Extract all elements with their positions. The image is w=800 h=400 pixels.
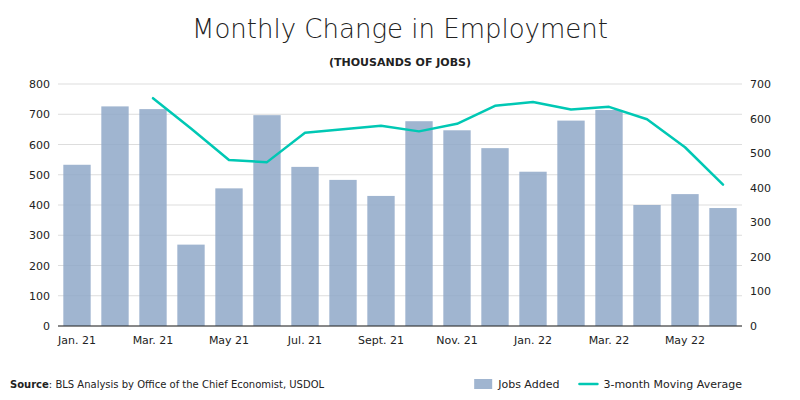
legend-label: Jobs Added [497, 378, 559, 391]
bar [63, 165, 90, 326]
x-tick-label: Jan. 21 [57, 334, 96, 347]
y-tick-label: 0 [43, 320, 50, 333]
y-tick-label: 800 [29, 78, 50, 91]
bar [481, 148, 508, 326]
legend-swatch [579, 383, 597, 386]
chart-container: Monthly Change in Employment (THOUSANDS O… [0, 0, 800, 400]
source-part: : BLS Analysis by Office of the Chief Ec… [49, 379, 325, 390]
y-tick-label: 500 [29, 169, 50, 182]
bar [139, 109, 166, 326]
bar [101, 106, 128, 326]
legend-item: Jobs Added [474, 378, 559, 391]
bar [519, 172, 546, 326]
baseline [58, 326, 742, 327]
axes: 0 100 200 300 400 500 600 700 800 0 100 200 300 400 50… [29, 78, 771, 347]
y2-tick-label: 200 [750, 251, 771, 264]
x-tick-label: Jan. 22 [513, 334, 552, 347]
y2-tick-label: 500 [750, 147, 771, 160]
bar [595, 110, 622, 326]
title: Monthly Change in Employment [192, 14, 608, 44]
y-tick-label: 100 [29, 290, 50, 303]
x-tick-label: Mar. 22 [589, 334, 630, 347]
chart-svg: Monthly Change in Employment (THOUSANDS O… [0, 0, 800, 400]
source: Source: BLS Analysis by Office of the Ch… [10, 379, 325, 390]
line [153, 98, 723, 184]
y2-tick-label: 700 [750, 78, 771, 91]
y-tick-label: 700 [29, 108, 50, 121]
y-tick-label: 600 [29, 139, 50, 152]
legend-swatch [474, 379, 492, 389]
legend-label: 3-month Moving Average [603, 378, 742, 391]
x-tick-label: Mar. 21 [133, 334, 174, 347]
bar [253, 115, 280, 326]
y2-tick-label: 0 [750, 320, 757, 333]
legend: Jobs Added 3-month Moving Average [474, 378, 742, 391]
bar [367, 196, 394, 326]
grid [58, 84, 742, 326]
grid-line [58, 326, 742, 327]
bar [671, 194, 698, 326]
bar [633, 205, 660, 326]
y-tick-label: 200 [29, 260, 50, 273]
y2-tick-label: 100 [750, 285, 771, 298]
marks [63, 98, 736, 326]
x-tick-label: Sept. 21 [358, 334, 404, 347]
y-tick-label: 300 [29, 229, 50, 242]
x-tick-label: May 21 [209, 334, 249, 347]
x-tick-label: May 22 [665, 334, 705, 347]
y2-tick-label: 600 [750, 113, 771, 126]
x-tick-label: Jul. 21 [287, 334, 322, 347]
bar [177, 245, 204, 326]
y2-tick-label: 400 [750, 182, 771, 195]
bar [709, 208, 736, 326]
bar [329, 180, 356, 326]
y2-tick-label: 300 [750, 216, 771, 229]
bar [443, 130, 470, 326]
legend-item: 3-month Moving Average [579, 378, 742, 391]
x-tick-label: Nov. 21 [436, 334, 478, 347]
bar [291, 167, 318, 326]
bar [557, 121, 584, 326]
bar [215, 188, 242, 326]
source-part: Source [10, 379, 49, 390]
y-tick-label: 400 [29, 199, 50, 212]
bar [405, 121, 432, 326]
subtitle: (THOUSANDS OF JOBS) [329, 56, 471, 69]
grid-line [58, 84, 742, 85]
